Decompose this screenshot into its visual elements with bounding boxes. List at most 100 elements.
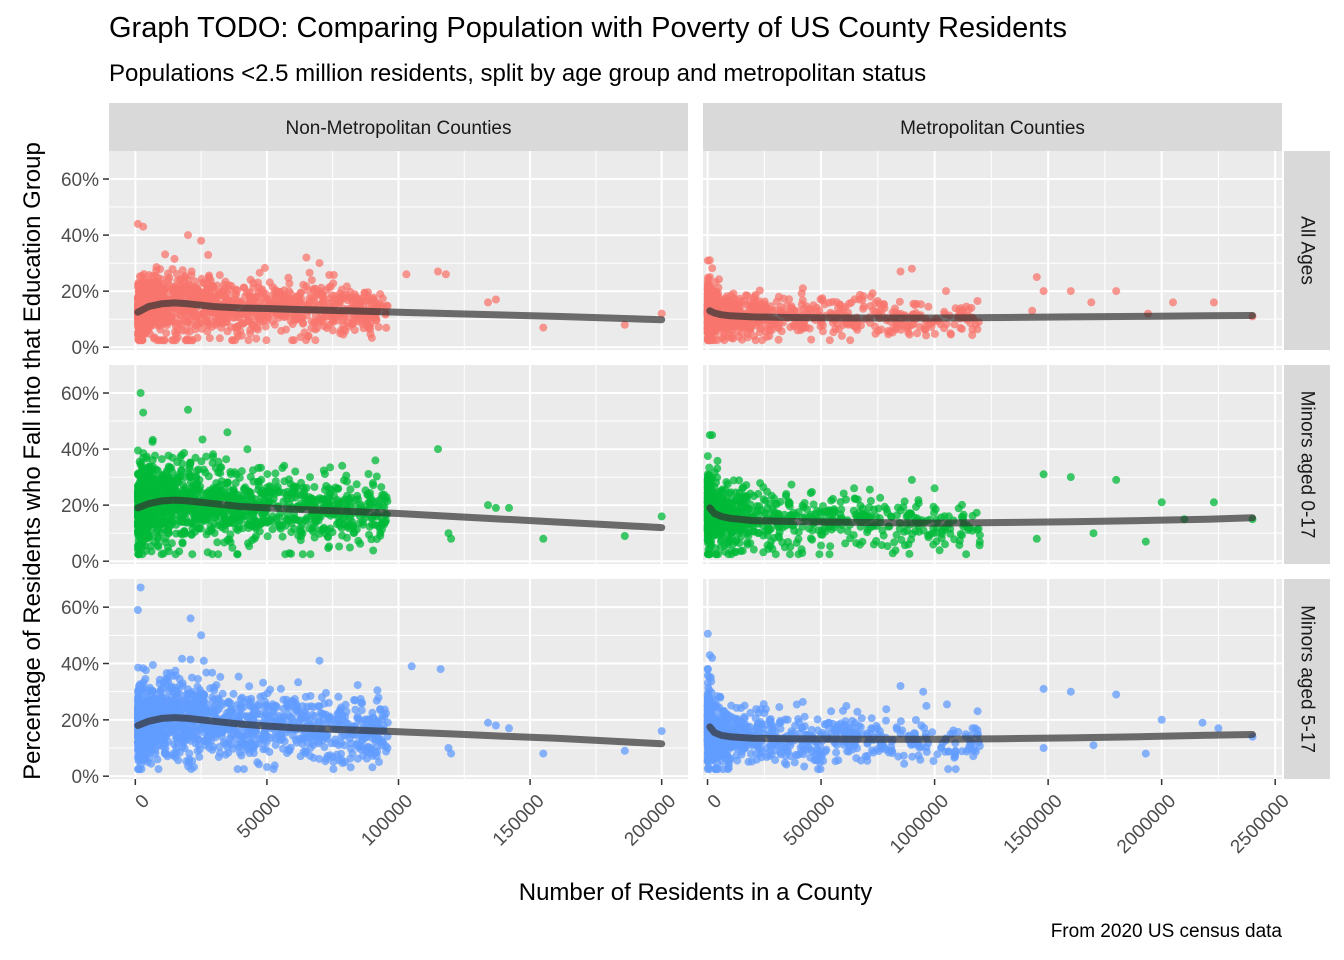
data-point — [199, 465, 208, 474]
data-point — [220, 280, 229, 289]
data-point — [879, 300, 888, 309]
data-point — [911, 527, 920, 536]
data-point — [1066, 473, 1075, 482]
data-point — [334, 297, 342, 306]
data-point — [161, 481, 169, 489]
data-point — [278, 532, 287, 541]
data-point — [328, 318, 337, 327]
data-point — [198, 310, 207, 319]
data-point — [734, 332, 743, 341]
data-point — [353, 681, 362, 690]
data-point — [491, 503, 500, 512]
data-point — [168, 518, 177, 527]
data-point — [713, 456, 722, 465]
data-point — [929, 502, 938, 511]
data-point — [164, 529, 173, 538]
data-point — [731, 319, 740, 328]
chart-title: Graph TODO: Comparing Population with Po… — [109, 12, 1067, 44]
data-point — [900, 527, 908, 536]
data-point — [806, 534, 815, 543]
data-point — [214, 550, 223, 559]
data-point — [816, 295, 825, 304]
data-point — [215, 334, 224, 343]
facet-panel — [703, 151, 1282, 350]
data-point — [185, 316, 194, 324]
data-point — [134, 481, 143, 490]
data-point — [291, 515, 300, 524]
data-point — [756, 479, 765, 488]
data-point — [145, 294, 154, 303]
data-point — [322, 324, 331, 333]
data-point — [260, 263, 269, 272]
data-point — [882, 505, 891, 514]
data-point — [723, 538, 732, 547]
data-point — [210, 529, 219, 537]
data-point — [846, 336, 855, 345]
data-point — [244, 336, 253, 345]
data-point — [740, 323, 749, 332]
data-point — [764, 324, 773, 333]
facet-panel — [703, 365, 1282, 564]
data-point — [139, 298, 148, 307]
data-point — [215, 271, 224, 280]
data-point — [186, 472, 194, 481]
data-point — [1039, 287, 1048, 296]
data-point — [925, 530, 934, 539]
data-point — [187, 271, 196, 280]
data-point — [703, 452, 712, 461]
data-point — [336, 326, 345, 335]
data-point — [369, 546, 378, 555]
data-point — [373, 300, 382, 309]
data-point — [177, 280, 185, 289]
data-point — [378, 294, 387, 303]
data-point — [186, 655, 195, 664]
facet-panel — [109, 365, 688, 564]
data-point — [233, 322, 242, 331]
data-point — [169, 478, 177, 487]
facet-strip-row-label: Minors aged 0-17 — [1297, 391, 1318, 539]
y-tick-label: 60% — [61, 170, 99, 191]
data-point — [957, 304, 966, 313]
data-point — [134, 446, 142, 455]
data-point — [334, 692, 343, 701]
data-point — [249, 466, 257, 475]
data-point — [307, 276, 316, 285]
data-point — [847, 298, 856, 307]
data-point — [210, 488, 219, 497]
data-point — [402, 270, 411, 279]
data-point — [234, 672, 243, 681]
data-point — [837, 331, 846, 340]
y-tick-label: 40% — [61, 440, 99, 461]
data-point — [896, 267, 905, 276]
data-point — [876, 493, 885, 502]
data-point — [786, 323, 795, 332]
data-point — [338, 316, 347, 325]
data-point — [350, 326, 359, 335]
data-point — [246, 493, 255, 502]
data-point — [259, 516, 268, 525]
data-point — [292, 292, 301, 301]
data-point — [776, 497, 785, 506]
data-point — [826, 542, 835, 551]
data-point — [257, 463, 265, 472]
data-point — [1032, 534, 1041, 543]
data-point — [382, 323, 391, 332]
data-point — [839, 489, 848, 498]
data-point — [154, 281, 163, 290]
data-point — [318, 290, 327, 299]
data-point — [784, 499, 793, 508]
data-point — [201, 510, 210, 519]
data-point — [703, 336, 712, 345]
data-point — [230, 313, 239, 322]
data-point — [147, 279, 156, 288]
data-point — [266, 488, 275, 497]
data-point — [930, 329, 939, 338]
data-point — [1112, 475, 1121, 484]
data-point — [244, 539, 252, 548]
data-point — [189, 486, 198, 495]
data-point — [283, 515, 292, 523]
data-point — [225, 535, 234, 544]
data-point — [165, 463, 174, 472]
data-point — [144, 513, 153, 522]
data-point — [238, 524, 247, 533]
